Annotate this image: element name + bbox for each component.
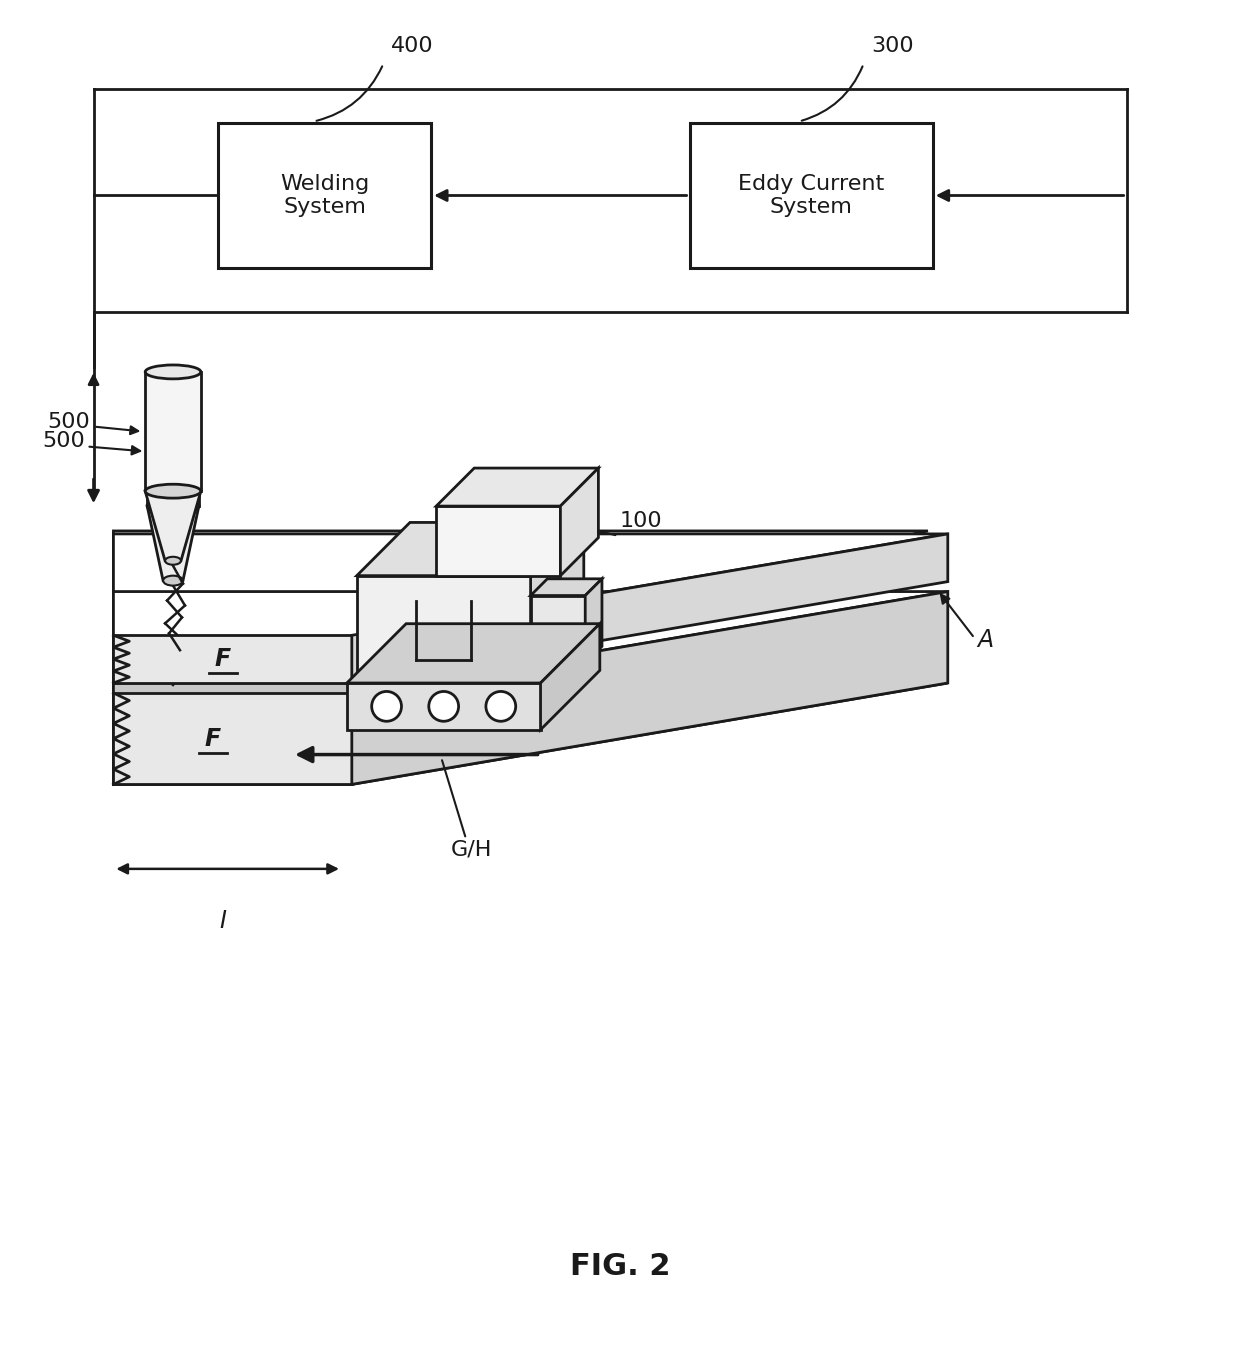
Polygon shape (541, 624, 600, 729)
Polygon shape (145, 491, 201, 561)
Text: 400: 400 (392, 36, 434, 56)
Polygon shape (531, 579, 601, 595)
Ellipse shape (148, 373, 198, 391)
Ellipse shape (145, 484, 201, 498)
Text: F: F (215, 647, 231, 672)
Text: 500: 500 (47, 412, 91, 432)
Polygon shape (113, 683, 947, 784)
Ellipse shape (145, 365, 201, 379)
Polygon shape (145, 372, 201, 491)
Polygon shape (357, 523, 584, 576)
Text: I: I (219, 908, 226, 933)
Polygon shape (148, 506, 198, 580)
Circle shape (429, 691, 459, 721)
Ellipse shape (148, 497, 198, 514)
Polygon shape (352, 591, 947, 784)
FancyBboxPatch shape (148, 382, 198, 506)
Text: Welding
System: Welding System (280, 174, 370, 218)
Polygon shape (347, 683, 541, 729)
FancyBboxPatch shape (218, 123, 432, 268)
Text: A: A (977, 628, 993, 653)
FancyBboxPatch shape (689, 123, 932, 268)
Text: F: F (205, 726, 221, 751)
Polygon shape (113, 551, 898, 610)
Ellipse shape (164, 576, 184, 586)
Polygon shape (113, 531, 928, 661)
Polygon shape (357, 576, 531, 683)
Text: Eddy Current
System: Eddy Current System (738, 174, 884, 218)
Text: 100: 100 (620, 510, 662, 531)
Polygon shape (113, 534, 947, 635)
Ellipse shape (165, 557, 181, 565)
Text: 300: 300 (872, 36, 914, 56)
Circle shape (486, 691, 516, 721)
Polygon shape (113, 551, 898, 610)
Polygon shape (531, 595, 585, 663)
Polygon shape (531, 523, 584, 683)
Polygon shape (113, 694, 352, 784)
Polygon shape (113, 540, 937, 640)
Polygon shape (585, 579, 601, 663)
Polygon shape (113, 635, 352, 683)
Text: 500: 500 (42, 431, 86, 451)
Polygon shape (560, 468, 599, 576)
Text: FIG. 2: FIG. 2 (569, 1252, 671, 1280)
Text: G/H: G/H (450, 839, 492, 859)
Polygon shape (436, 468, 599, 506)
Circle shape (372, 691, 402, 721)
Polygon shape (113, 544, 937, 640)
Polygon shape (436, 506, 560, 576)
Polygon shape (113, 591, 947, 694)
Polygon shape (347, 624, 600, 683)
Polygon shape (352, 534, 947, 683)
